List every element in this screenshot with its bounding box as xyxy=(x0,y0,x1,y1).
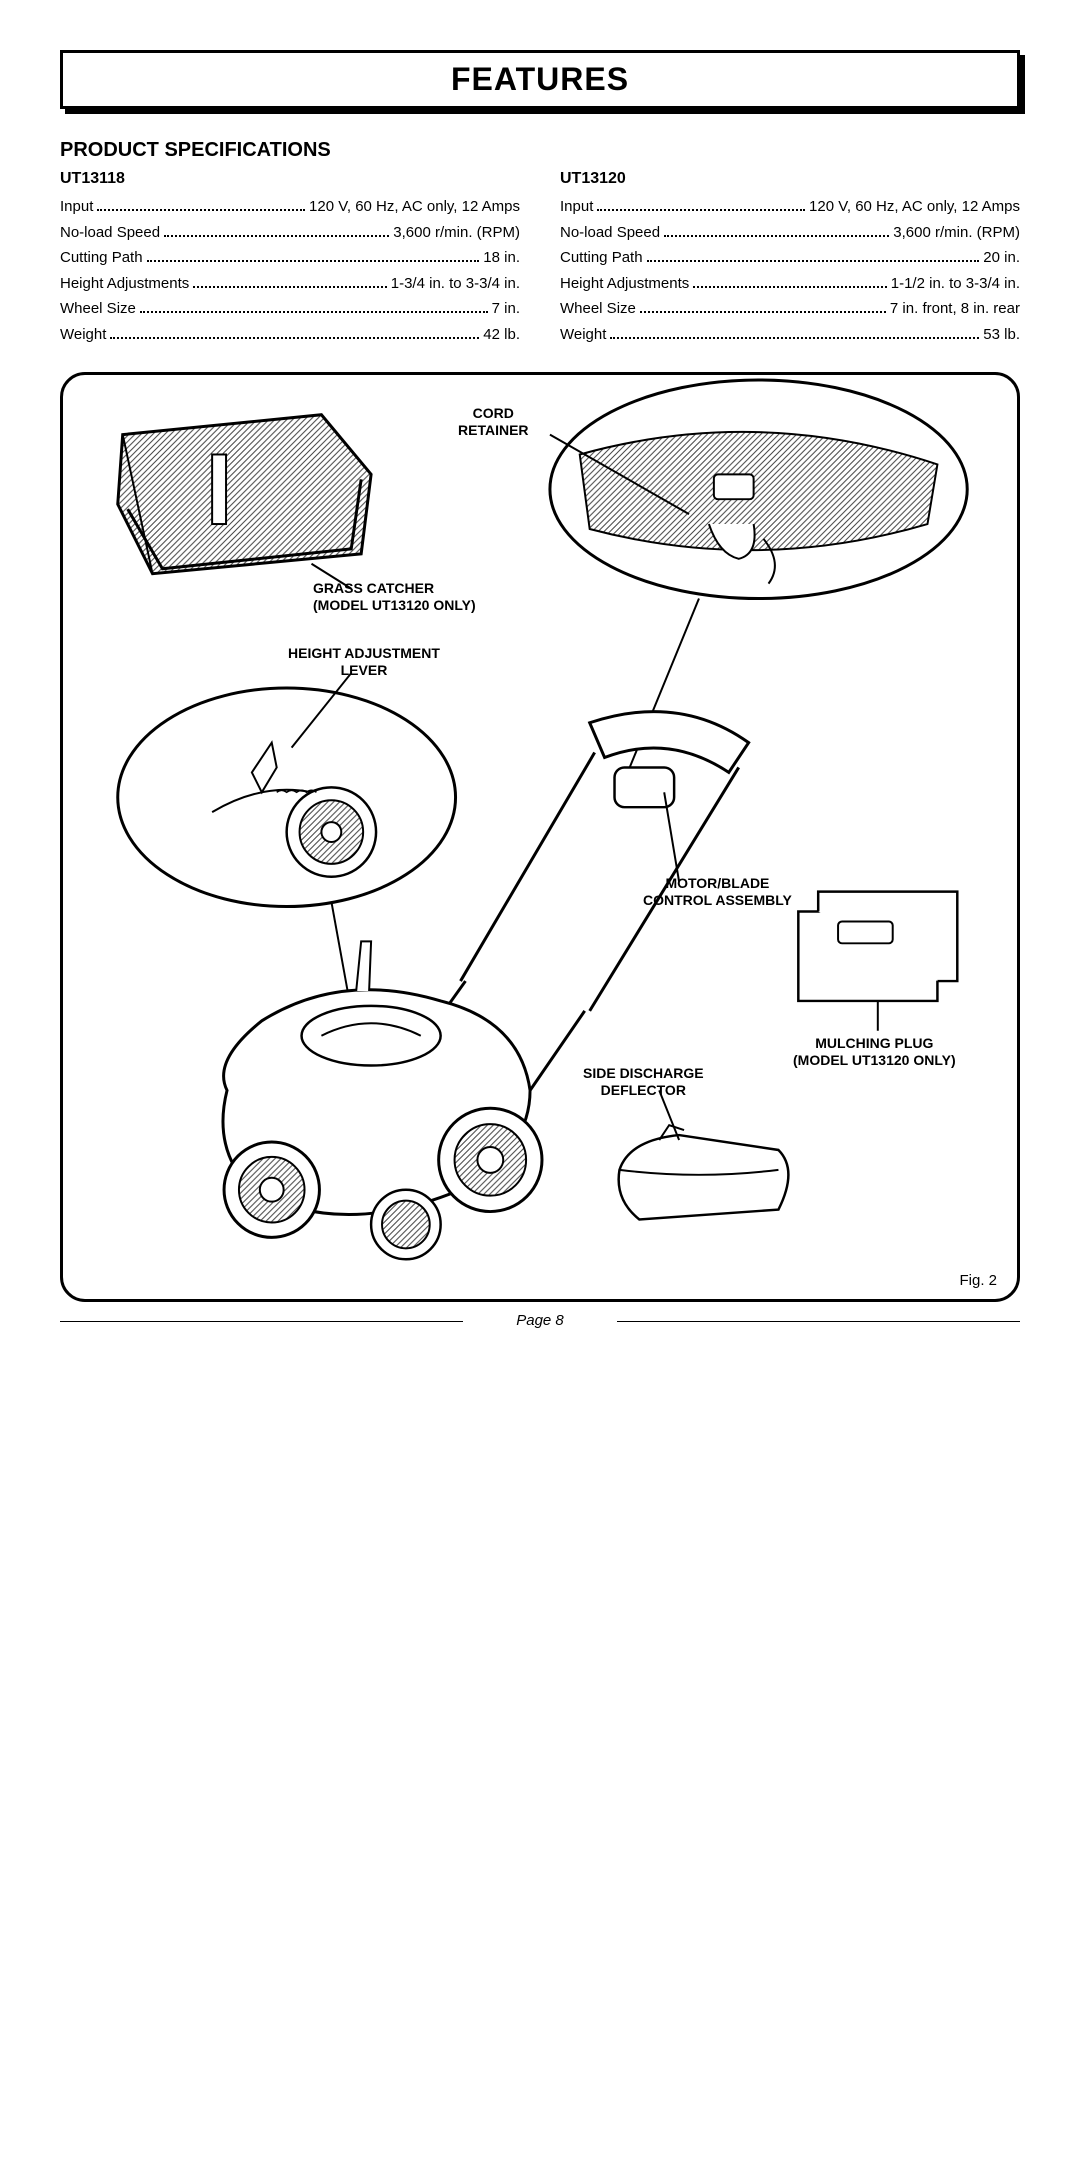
spec-row: Weight 53 lb. xyxy=(560,322,1020,348)
spec-label: Wheel Size xyxy=(60,296,136,322)
spec-value: 53 lb. xyxy=(983,322,1020,348)
spec-row: No-load Speed 3,600 r/min. (RPM) xyxy=(560,220,1020,246)
spec-row: Wheel Size 7 in. xyxy=(60,296,520,322)
spec-column-right: UT13120 Input 120 V, 60 Hz, AC only, 12 A… xyxy=(560,170,1020,347)
side-discharge-icon xyxy=(619,1125,789,1219)
features-diagram: CORDRETAINER GRASS CATCHER(MODEL UT13120… xyxy=(60,372,1020,1302)
title-bar: FEATURES xyxy=(60,50,1020,109)
spec-label: No-load Speed xyxy=(60,220,160,246)
spec-dots xyxy=(647,260,980,262)
page-title: FEATURES xyxy=(63,61,1017,98)
spec-label: Input xyxy=(560,194,593,220)
spec-row: Input 120 V, 60 Hz, AC only, 12 Amps xyxy=(60,194,520,220)
spec-label: Cutting Path xyxy=(60,245,143,271)
page-footer: Page 8 xyxy=(60,1312,1020,1330)
spec-dots xyxy=(110,337,479,339)
spec-value: 1-1/2 in. to 3-3/4 in. xyxy=(891,271,1020,297)
spec-value: 3,600 r/min. (RPM) xyxy=(893,220,1020,246)
grass-catcher-icon xyxy=(118,415,371,574)
model-name: UT13118 xyxy=(60,170,520,188)
spec-dots xyxy=(664,235,889,237)
spec-row: Wheel Size 7 in. front, 8 in. rear xyxy=(560,296,1020,322)
diagram-svg xyxy=(63,375,1017,1299)
spec-label: Height Adjustments xyxy=(560,271,689,297)
spec-dots xyxy=(140,311,488,313)
spec-value: 120 V, 60 Hz, AC only, 12 Amps xyxy=(309,194,520,220)
spec-dots xyxy=(640,311,886,313)
spec-value: 20 in. xyxy=(983,245,1020,271)
spec-value: 1-3/4 in. to 3-3/4 in. xyxy=(391,271,520,297)
spec-value: 18 in. xyxy=(483,245,520,271)
cord-retainer-detail-icon xyxy=(550,380,967,599)
spec-label: Height Adjustments xyxy=(60,271,189,297)
spec-value: 7 in. front, 8 in. rear xyxy=(890,296,1020,322)
callout-side-discharge: SIDE DISCHARGEDEFLECTOR xyxy=(583,1065,704,1099)
spec-row: Input 120 V, 60 Hz, AC only, 12 Amps xyxy=(560,194,1020,220)
spec-dots xyxy=(693,286,887,288)
callout-height-lever: HEIGHT ADJUSTMENTLEVER xyxy=(288,645,440,679)
section-heading: PRODUCT SPECIFICATIONS xyxy=(60,139,1020,162)
spec-dots xyxy=(193,286,387,288)
figure-label: Fig. 2 xyxy=(959,1272,997,1289)
spec-column-left: UT13118 Input 120 V, 60 Hz, AC only, 12 A… xyxy=(60,170,520,347)
spec-row: Height Adjustments 1-1/2 in. to 3-3/4 in. xyxy=(560,271,1020,297)
spec-value: 42 lb. xyxy=(483,322,520,348)
height-lever-detail-icon xyxy=(118,688,456,907)
spec-row: Weight 42 lb. xyxy=(60,322,520,348)
spec-value: 7 in. xyxy=(492,296,520,322)
specs-columns: UT13118 Input 120 V, 60 Hz, AC only, 12 A… xyxy=(60,170,1020,347)
spec-dots xyxy=(97,209,305,211)
page-number: Page 8 xyxy=(506,1312,574,1329)
callout-motor-blade: MOTOR/BLADECONTROL ASSEMBLY xyxy=(643,875,792,909)
spec-value: 3,600 r/min. (RPM) xyxy=(393,220,520,246)
spec-label: Weight xyxy=(60,322,106,348)
spec-label: Input xyxy=(60,194,93,220)
callout-grass-catcher: GRASS CATCHER(MODEL UT13120 ONLY) xyxy=(313,580,476,614)
callout-mulching-plug: MULCHING PLUG(MODEL UT13120 ONLY) xyxy=(793,1035,956,1069)
spec-dots xyxy=(164,235,389,237)
spec-dots xyxy=(147,260,480,262)
spec-label: Weight xyxy=(560,322,606,348)
model-name: UT13120 xyxy=(560,170,1020,188)
spec-row: Height Adjustments 1-3/4 in. to 3-3/4 in. xyxy=(60,271,520,297)
spec-label: Cutting Path xyxy=(560,245,643,271)
spec-dots xyxy=(610,337,979,339)
spec-value: 120 V, 60 Hz, AC only, 12 Amps xyxy=(809,194,1020,220)
spec-row: No-load Speed 3,600 r/min. (RPM) xyxy=(60,220,520,246)
spec-row: Cutting Path 18 in. xyxy=(60,245,520,271)
spec-label: Wheel Size xyxy=(560,296,636,322)
spec-label: No-load Speed xyxy=(560,220,660,246)
callout-cord-retainer: CORDRETAINER xyxy=(458,405,529,439)
spec-row: Cutting Path 20 in. xyxy=(560,245,1020,271)
mulching-plug-icon xyxy=(798,892,957,1001)
spec-dots xyxy=(597,209,805,211)
